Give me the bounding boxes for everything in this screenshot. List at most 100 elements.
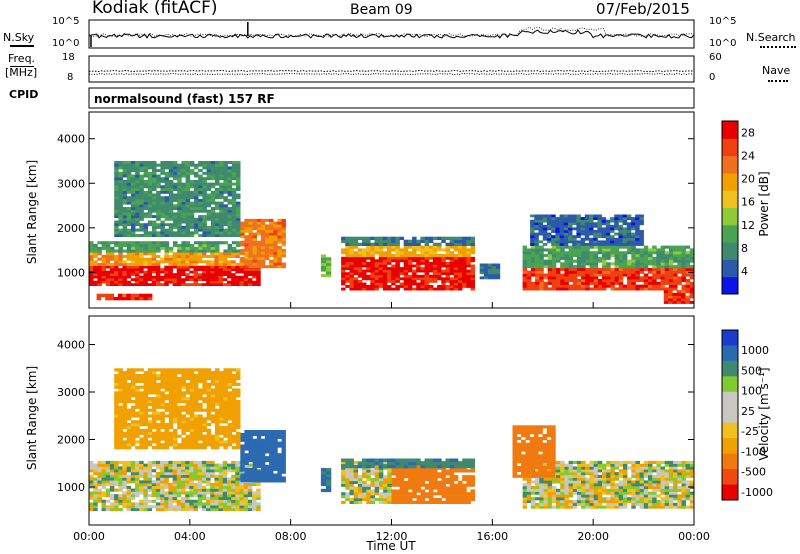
heatmap-cell-1 (252, 470, 257, 474)
heatmap-cell-4 (240, 248, 245, 252)
heatmap-cell-0 (135, 485, 140, 489)
heatmap-cell-0 (89, 469, 94, 473)
heatmap-cell-6 (668, 505, 674, 509)
heatmap-cell-6 (648, 497, 653, 501)
heatmap-cell-6 (432, 279, 438, 283)
heatmap-cell-7 (412, 251, 417, 255)
heatmap-cell-14 (223, 177, 228, 181)
heatmap-cell-0 (176, 273, 182, 276)
heatmap-cell-0 (214, 508, 219, 512)
heatmap-cell-1 (126, 263, 132, 266)
heatmap-cell-6 (453, 264, 459, 268)
heatmap-cell-14 (215, 196, 220, 200)
heatmap-cell-3 (139, 293, 144, 298)
heatmap-cell-4 (399, 489, 405, 493)
heatmap-cell-11 (689, 248, 695, 252)
heatmap-cell-10 (560, 287, 565, 291)
heatmap-cell-4 (277, 227, 282, 231)
heatmap-cell-6 (432, 259, 438, 263)
heatmap-cell-7 (412, 245, 417, 249)
heatmap-cell-1 (256, 464, 262, 468)
heatmap-cell-6 (606, 500, 611, 504)
heatmap-cell-1 (172, 255, 178, 258)
heatmap-cell-6 (362, 264, 367, 268)
heatmap-cell-0 (218, 466, 224, 470)
heatmap-cell-10 (593, 270, 599, 274)
heatmap-cell-6 (664, 502, 670, 506)
heatmap-cell-6 (341, 287, 346, 291)
heatmap-cell-0 (176, 494, 182, 498)
heatmap-cell-5 (320, 274, 327, 278)
heatmap-cell-6 (362, 287, 367, 291)
heatmap-cell-0 (222, 273, 228, 276)
heatmap-cell-12 (576, 222, 581, 226)
heatmap-cell-4 (248, 257, 253, 260)
heatmap-cell-11 (572, 248, 578, 252)
heatmap-cell-0 (210, 494, 215, 498)
heatmap-cell-6 (522, 497, 528, 501)
heatmap-cell-13 (681, 298, 686, 302)
heatmap-cell-7 (382, 251, 388, 255)
heatmap-cell-6 (556, 463, 561, 467)
heatmap-cell-0 (197, 480, 203, 484)
heatmap-cell-10 (677, 279, 682, 283)
heatmap-cell-3 (353, 472, 359, 476)
heatmap-cell-4 (453, 469, 459, 473)
heatmap-cell-6 (458, 279, 463, 283)
heatmap-cell-3 (345, 478, 350, 482)
heatmap-cell-7 (470, 248, 475, 252)
heatmap-cell-14 (227, 217, 233, 221)
heatmap-cell-3 (345, 486, 350, 490)
heatmap-cell-4 (453, 492, 459, 496)
heatmap-cell-0 (93, 466, 98, 470)
heatmap-cell-10 (522, 287, 528, 291)
heatmap-cell-10 (535, 270, 540, 274)
heatmap-cell-11 (668, 248, 674, 252)
heatmap-cell-3 (345, 483, 350, 487)
heatmap-cell-14 (198, 174, 203, 178)
heatmap-cell-2 (320, 473, 327, 478)
heatmap-cell-0 (231, 474, 236, 478)
heatmap-cell-10 (668, 279, 674, 283)
heatmap-cell-0 (193, 491, 198, 495)
heatmap-cell-11 (606, 251, 611, 255)
heatmap-cell-4 (277, 229, 282, 233)
heatmap-cell-4 (269, 235, 274, 239)
heatmap-cell-6 (445, 272, 450, 276)
heatmap-cell-6 (370, 267, 375, 270)
heatmap-cell-6 (441, 287, 446, 291)
heatmap-cell-14 (164, 198, 170, 202)
heatmap-cell-0 (168, 508, 173, 512)
heatmap-cell-6 (424, 287, 430, 291)
heatmap-cell-7 (458, 245, 463, 249)
heatmap-cell-2 (185, 249, 191, 253)
heatmap-cell-14 (206, 163, 212, 167)
heatmap-cell-6 (349, 274, 354, 278)
heatmap-cell-14 (185, 212, 191, 216)
heatmap-cell-12 (622, 219, 628, 223)
heatmap-cell-12 (626, 235, 632, 239)
heatmap-cell-12 (639, 237, 644, 241)
heatmap-cell-1 (227, 263, 232, 266)
heatmap-cell-0 (93, 491, 98, 495)
heatmap-cell-11 (539, 256, 544, 260)
heatmap-cell-14 (189, 179, 195, 183)
heatmap-cell-5 (320, 265, 327, 269)
heatmap-cell-0 (143, 488, 148, 492)
heatmap-cell-6 (345, 285, 350, 288)
heatmap-cell-10 (660, 281, 666, 285)
heatmap-cell-6 (416, 285, 421, 288)
heatmap-cell-0 (189, 491, 194, 495)
heatmap-cell-13 (685, 290, 690, 294)
heatmap-cell-12 (576, 219, 581, 223)
heatmap-cell-14 (227, 166, 233, 170)
heatmap-cell-0 (218, 477, 224, 481)
heatmap-cell-12 (547, 219, 552, 223)
heatmap-cell-4 (466, 495, 471, 499)
heatmap-cell-5 (320, 254, 327, 258)
heatmap-cell-7 (362, 254, 367, 258)
heatmap-cell-11 (656, 265, 661, 269)
heatmap-cell-11 (543, 265, 548, 269)
heatmap-cell-12 (626, 217, 632, 220)
heatmap-cell-10 (556, 287, 561, 291)
